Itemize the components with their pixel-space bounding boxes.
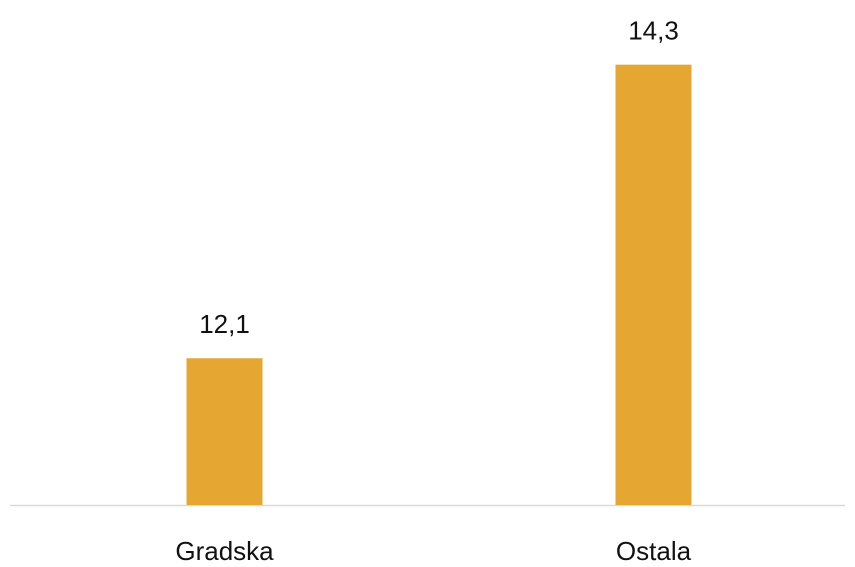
bar: [615, 64, 692, 505]
bar: [186, 358, 263, 505]
x-tick-label: Ostala: [616, 536, 692, 566]
value-label: 12,1: [199, 309, 250, 339]
x-tick-label: Gradska: [175, 536, 274, 566]
value-label: 14,3: [628, 16, 679, 46]
